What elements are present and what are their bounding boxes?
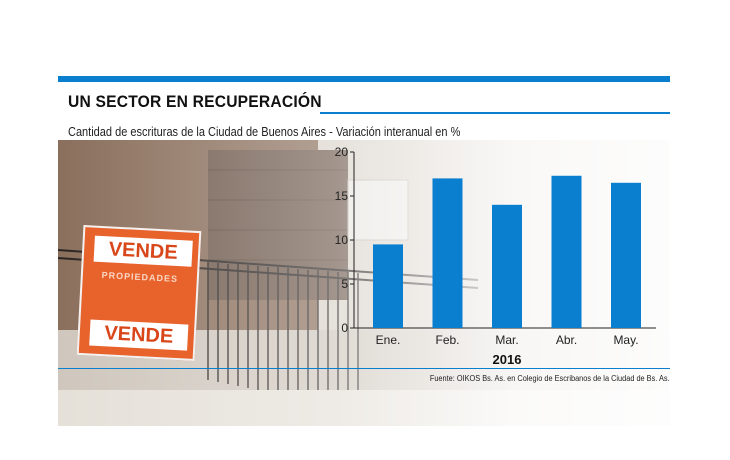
page-title: UN SECTOR EN RECUPERACIÓN xyxy=(68,92,322,111)
bar-may xyxy=(611,182,641,328)
x-tick-label: May. xyxy=(613,333,638,347)
source-note: Fuente: OIKOS Bs. As. en Colegio de Escr… xyxy=(430,374,670,383)
bar-ene xyxy=(373,244,403,328)
title-rule xyxy=(320,112,670,114)
top-accent-rule xyxy=(58,76,670,82)
x-tick-label: Mar. xyxy=(495,333,518,347)
y-tick-label: 0 xyxy=(341,321,348,335)
chart-subtitle: Cantidad de escrituras de la Ciudad de B… xyxy=(68,125,461,139)
x-tick-label: Feb. xyxy=(435,333,459,347)
bar-abr xyxy=(551,175,582,328)
x-axis-label: 2016 xyxy=(493,352,522,367)
background-photo: VENDE PROPIEDADES VENDE 0 5 10 15 20 Ene. Feb.… xyxy=(58,140,670,426)
bar-chart: 0 5 10 15 20 Ene. Feb. Mar. Abr. May. 2016 xyxy=(335,145,656,367)
bar-mar xyxy=(492,204,522,328)
x-tick-label: Ene. xyxy=(376,333,401,347)
y-tick-label: 10 xyxy=(335,233,349,247)
y-tick-label: 20 xyxy=(335,145,349,159)
infographic: UN SECTOR EN RECUPERACIÓN Cantidad de es… xyxy=(58,76,670,426)
bottom-rule xyxy=(58,368,670,369)
y-tick-label: 5 xyxy=(341,277,348,291)
x-tick-label: Abr. xyxy=(556,333,577,347)
y-tick-label: 15 xyxy=(335,189,349,203)
bar-feb xyxy=(432,178,463,328)
